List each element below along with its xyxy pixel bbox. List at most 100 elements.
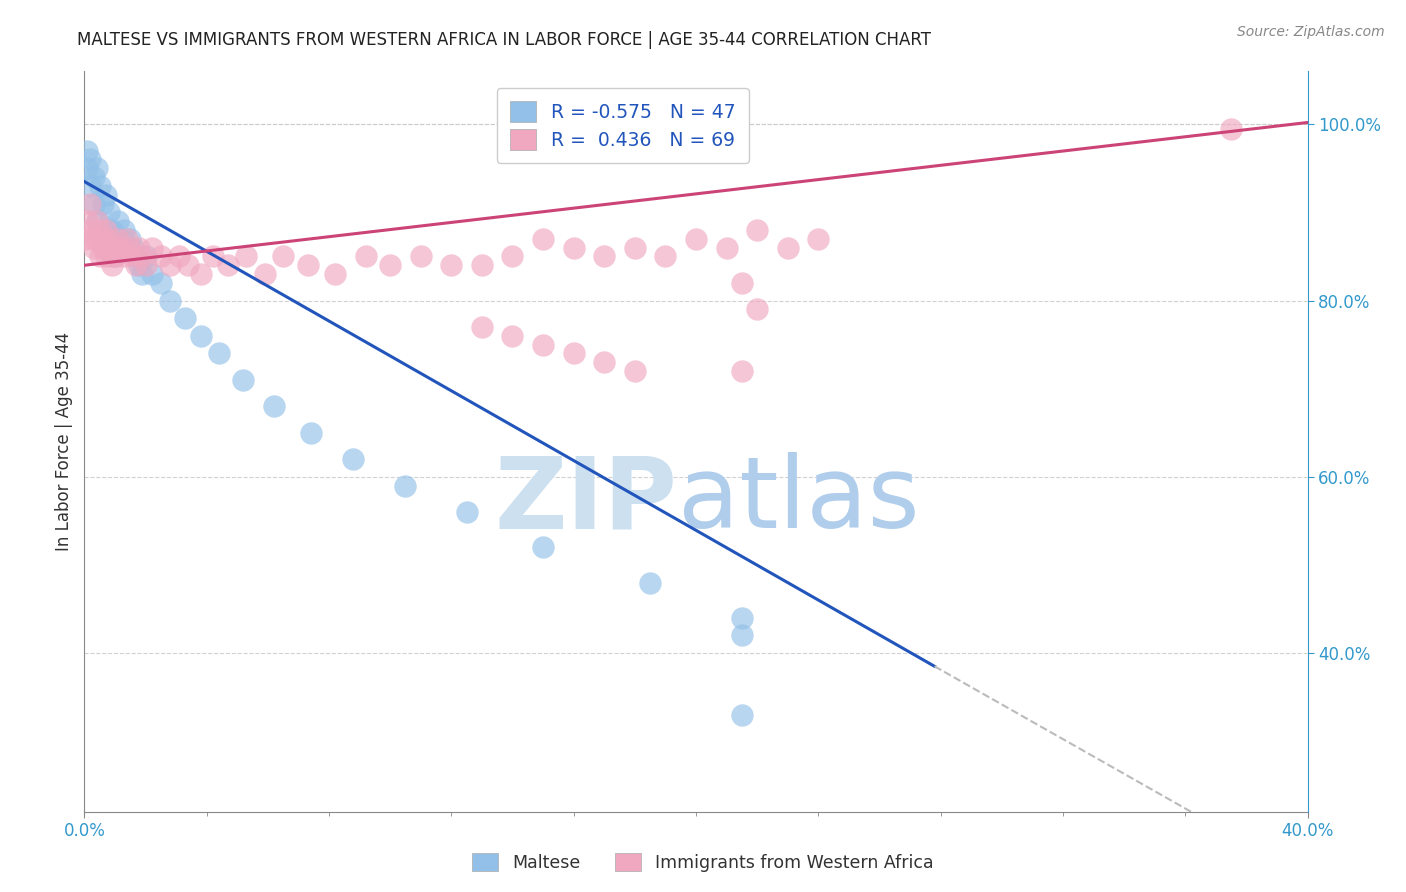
Point [131,250,153,264]
Point [167,250,190,264]
Point [731,276,754,290]
Point [76,232,98,246]
Point [177,258,200,272]
Point [624,364,647,378]
Point [141,267,163,281]
Point [159,258,181,272]
Point [76,214,98,228]
Point [83,170,105,185]
Point [354,250,377,264]
Point [747,223,769,237]
Point [380,258,402,272]
Point [685,232,707,246]
Point [125,258,148,272]
Point [83,232,105,246]
Point [232,373,254,387]
Point [125,250,148,264]
Point [97,232,120,246]
Point [128,241,150,255]
Text: ZIP: ZIP [495,452,678,549]
Point [83,241,105,255]
Point [101,250,124,264]
Point [135,258,157,272]
Legend: Maltese, Immigrants from Western Africa: Maltese, Immigrants from Western Africa [465,847,941,879]
Point [91,241,114,255]
Point [531,541,554,555]
Point [731,707,754,722]
Point [76,144,98,158]
Point [776,241,799,255]
Point [97,223,120,237]
Text: MALTESE VS IMMIGRANTS FROM WESTERN AFRICA IN LABOR FORCE | AGE 35-44 CORRELATION: MALTESE VS IMMIGRANTS FROM WESTERN AFRIC… [77,31,931,49]
Point [299,425,322,440]
Point [79,153,101,167]
Point [79,223,101,237]
Point [128,258,150,272]
Point [593,250,616,264]
Point [149,250,172,264]
Point [135,250,157,264]
Point [86,214,108,228]
Point [394,478,416,492]
Point [120,232,142,246]
Point [112,223,135,237]
Point [593,355,616,369]
Point [115,241,138,255]
Point [471,258,494,272]
Point [91,196,114,211]
Point [731,611,754,625]
Point [89,232,111,246]
Point [174,311,197,326]
Point [86,232,108,246]
Point [101,241,124,255]
Point [208,346,231,360]
Point [79,178,101,193]
Point [122,250,145,264]
Point [94,187,117,202]
Point [94,223,117,237]
Point [107,214,129,228]
Point [89,178,111,193]
Point [271,250,294,264]
Point [107,232,129,246]
Point [86,161,108,176]
Point [149,276,172,290]
Point [97,241,120,255]
Point [807,232,830,246]
Point [217,258,239,272]
Point [141,241,163,255]
Point [502,328,524,343]
Point [110,241,132,255]
Point [456,505,478,519]
Point [624,241,647,255]
Point [122,241,145,255]
Point [104,250,127,264]
Point [471,320,494,334]
Point [120,241,142,255]
Point [94,250,117,264]
Point [409,250,432,264]
Point [94,241,117,255]
Point [731,628,754,642]
Point [342,452,364,467]
Point [112,250,135,264]
Point [91,232,114,246]
Point [104,250,127,264]
Point [531,337,554,351]
Point [76,161,98,176]
Point [440,258,463,272]
Point [190,328,212,343]
Point [83,196,105,211]
Point [562,346,585,360]
Point [1220,121,1243,136]
Point [638,575,661,590]
Y-axis label: In Labor Force | Age 35-44: In Labor Force | Age 35-44 [55,332,73,551]
Point [104,232,127,246]
Point [253,267,276,281]
Point [101,223,124,237]
Point [79,196,101,211]
Point [159,293,181,308]
Point [323,267,346,281]
Point [89,223,111,237]
Point [654,250,676,264]
